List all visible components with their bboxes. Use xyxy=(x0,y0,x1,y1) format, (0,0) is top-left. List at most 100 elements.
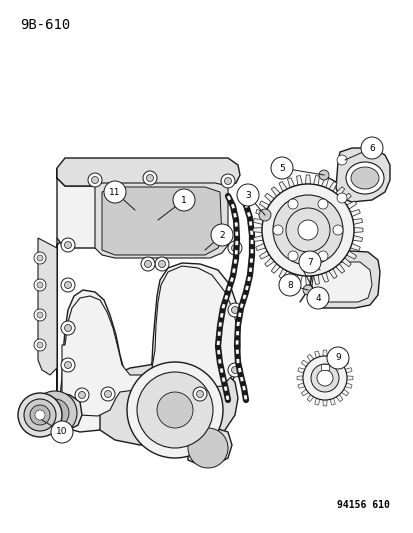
Circle shape xyxy=(61,321,75,335)
Polygon shape xyxy=(305,276,310,285)
Circle shape xyxy=(224,177,231,184)
Polygon shape xyxy=(296,275,301,285)
Circle shape xyxy=(173,189,195,211)
Circle shape xyxy=(228,363,242,377)
Text: 5: 5 xyxy=(278,164,284,173)
Text: 8: 8 xyxy=(287,280,292,289)
Polygon shape xyxy=(335,187,344,196)
Polygon shape xyxy=(297,368,304,373)
Polygon shape xyxy=(297,376,302,380)
Circle shape xyxy=(196,391,203,398)
Circle shape xyxy=(18,393,62,437)
Circle shape xyxy=(142,171,157,185)
Circle shape xyxy=(228,241,242,255)
Polygon shape xyxy=(309,250,379,308)
Polygon shape xyxy=(335,148,389,202)
Polygon shape xyxy=(297,383,304,389)
Circle shape xyxy=(141,257,154,271)
Polygon shape xyxy=(188,428,231,465)
Polygon shape xyxy=(322,350,326,356)
Polygon shape xyxy=(335,264,344,273)
Circle shape xyxy=(61,358,75,372)
Polygon shape xyxy=(346,201,356,209)
Polygon shape xyxy=(329,351,335,358)
Text: 94156 610: 94156 610 xyxy=(336,500,389,510)
Polygon shape xyxy=(264,257,274,266)
Polygon shape xyxy=(341,389,348,396)
Circle shape xyxy=(310,364,338,392)
Text: 7: 7 xyxy=(306,257,312,266)
Text: 1: 1 xyxy=(181,196,186,205)
Polygon shape xyxy=(341,193,351,203)
Polygon shape xyxy=(278,181,287,191)
Circle shape xyxy=(157,392,192,428)
Polygon shape xyxy=(341,257,351,266)
Circle shape xyxy=(91,176,98,183)
Circle shape xyxy=(317,199,327,209)
Circle shape xyxy=(104,181,126,203)
Circle shape xyxy=(271,157,292,179)
Circle shape xyxy=(317,251,327,261)
Polygon shape xyxy=(335,354,342,361)
Text: 2: 2 xyxy=(218,230,224,239)
Polygon shape xyxy=(57,158,240,186)
Ellipse shape xyxy=(345,162,383,194)
Text: 3: 3 xyxy=(244,190,250,199)
Circle shape xyxy=(146,174,153,182)
Circle shape xyxy=(297,220,317,240)
Polygon shape xyxy=(253,236,263,241)
Polygon shape xyxy=(57,238,240,432)
Circle shape xyxy=(137,372,212,448)
Polygon shape xyxy=(259,201,269,209)
Polygon shape xyxy=(313,275,318,285)
Circle shape xyxy=(104,391,111,398)
Circle shape xyxy=(228,303,242,317)
Text: 6: 6 xyxy=(368,143,374,152)
Circle shape xyxy=(192,387,206,401)
Text: 4: 4 xyxy=(314,294,320,303)
Circle shape xyxy=(37,282,43,288)
Circle shape xyxy=(287,199,297,209)
Polygon shape xyxy=(301,389,308,396)
Circle shape xyxy=(336,193,346,203)
Circle shape xyxy=(75,388,89,402)
Circle shape xyxy=(64,361,71,368)
Polygon shape xyxy=(329,398,335,405)
Circle shape xyxy=(64,325,71,332)
Circle shape xyxy=(61,238,75,252)
Polygon shape xyxy=(271,187,280,196)
Circle shape xyxy=(316,370,332,386)
Polygon shape xyxy=(264,193,274,203)
Polygon shape xyxy=(322,400,326,406)
Circle shape xyxy=(231,245,238,252)
Polygon shape xyxy=(352,219,361,224)
Polygon shape xyxy=(301,360,308,367)
Circle shape xyxy=(259,209,271,221)
Circle shape xyxy=(33,391,77,435)
Circle shape xyxy=(37,255,43,261)
Polygon shape xyxy=(62,266,237,416)
Circle shape xyxy=(231,306,238,313)
Circle shape xyxy=(78,392,85,399)
Polygon shape xyxy=(314,351,319,358)
Text: 11: 11 xyxy=(109,188,121,197)
Circle shape xyxy=(302,356,346,400)
Circle shape xyxy=(61,278,75,292)
Circle shape xyxy=(306,287,328,309)
Circle shape xyxy=(272,225,282,235)
Polygon shape xyxy=(296,175,301,185)
Circle shape xyxy=(30,405,50,425)
Polygon shape xyxy=(335,394,342,402)
Circle shape xyxy=(64,281,71,288)
Circle shape xyxy=(34,339,46,351)
Polygon shape xyxy=(344,383,351,389)
Circle shape xyxy=(231,367,238,374)
Circle shape xyxy=(287,251,297,261)
Circle shape xyxy=(236,184,259,206)
Circle shape xyxy=(211,224,233,246)
Circle shape xyxy=(34,309,46,321)
Circle shape xyxy=(51,421,73,443)
Circle shape xyxy=(302,285,312,295)
Circle shape xyxy=(261,184,353,276)
Circle shape xyxy=(35,410,45,420)
